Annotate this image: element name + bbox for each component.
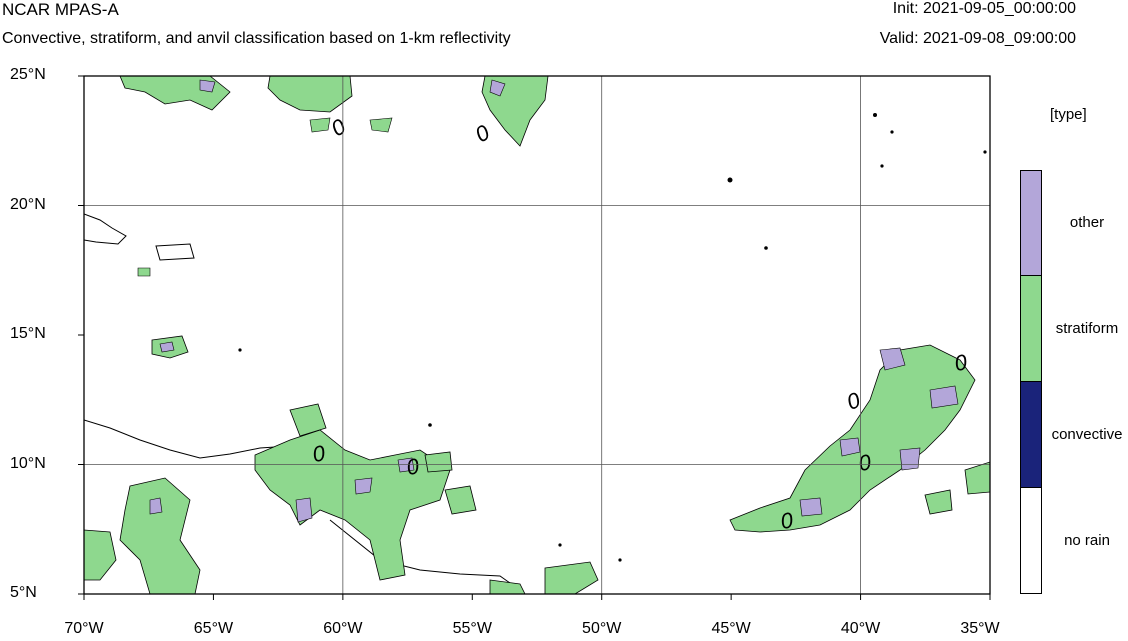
lon-tick-label: 40°W — [840, 620, 881, 637]
lat-tick-label: 5°N — [10, 584, 37, 601]
other-region — [489, 79, 506, 97]
lat-tick-label: 15°N — [10, 325, 46, 342]
stratiform-region — [964, 461, 990, 495]
legend-label-convective: convective — [1051, 426, 1123, 443]
stratiform-region — [489, 579, 526, 594]
stratiform-region — [309, 117, 331, 133]
lon-tick-label: 55°W — [452, 620, 492, 637]
stratiform-region — [119, 477, 201, 594]
precip-classification-field — [84, 76, 990, 594]
plot-subtitle: Convective, stratiform, and anvil classi… — [2, 30, 511, 47]
stratiform-region — [267, 76, 353, 113]
contour-label: 0 — [310, 440, 327, 467]
other-region — [354, 477, 373, 495]
lon-tick-label: 70°W — [64, 620, 104, 637]
isolated-cell — [983, 150, 987, 154]
other-region — [295, 497, 313, 523]
stratiform-region — [924, 489, 953, 515]
stratiform-region — [137, 267, 151, 277]
map-frame — [83, 75, 991, 595]
lat-tick-label: 25°N — [10, 66, 46, 83]
init-time: Init: 2021-09-05_00:00:00 — [892, 0, 1076, 17]
lon-tick-label: 60°W — [323, 620, 363, 637]
legend-swatch-no-rain — [1020, 488, 1042, 594]
contour-label: 0 — [952, 349, 969, 376]
stratiform-region — [424, 451, 453, 473]
other-region — [899, 447, 921, 471]
other-region — [149, 497, 163, 515]
stratiform-region — [84, 529, 117, 581]
other-region — [929, 385, 959, 409]
stratiform-region — [289, 403, 327, 437]
stratiform-region — [544, 561, 599, 594]
lon-tick-label: 45°W — [711, 620, 751, 637]
isolated-cell — [890, 130, 894, 134]
legend-swatch-other — [1020, 170, 1042, 276]
valid-time: Valid: 2021-09-08_09:00:00 — [879, 30, 1076, 47]
legend-title: [type] — [1050, 106, 1087, 123]
legend-swatch-stratiform — [1020, 276, 1042, 382]
axis-ticks — [78, 75, 991, 600]
isolated-cell — [880, 164, 884, 168]
contour-label: 0 — [404, 453, 421, 480]
isolated-cell — [558, 543, 562, 547]
other-region — [159, 341, 175, 353]
coastline — [84, 213, 127, 245]
legend-swatch-convective — [1020, 382, 1042, 488]
isolated-cell — [618, 558, 622, 562]
isolated-cell — [764, 246, 768, 250]
other-region — [397, 457, 415, 473]
stratiform-region — [254, 429, 451, 581]
stratiform-region — [369, 117, 393, 133]
map-gridlines — [84, 76, 990, 594]
lat-tick-label: 20°N — [10, 195, 46, 213]
coastline — [329, 519, 521, 591]
contour-label: 0 — [843, 387, 864, 415]
contour-label: 0 — [327, 113, 351, 141]
stratiform-region — [444, 485, 477, 515]
other-region — [199, 79, 216, 93]
lat-tick-label: 10°N — [10, 454, 46, 472]
other-region — [799, 497, 823, 517]
lon-tick-label: 50°W — [582, 620, 622, 637]
stratiform-region — [119, 76, 231, 111]
legend-label-stratiform: stratiform — [1055, 320, 1119, 337]
coastline — [155, 243, 195, 261]
legend-label-no-rain: no rain — [1064, 532, 1110, 549]
lon-tick-label: 65°W — [193, 620, 234, 637]
contour-label: 0 — [471, 119, 495, 147]
other-region — [879, 347, 906, 371]
contour-label: 0 — [778, 507, 795, 534]
isolated-cell — [873, 113, 877, 117]
lon-tick-label: 35°W — [960, 620, 1000, 637]
isolated-cell — [238, 348, 242, 352]
other-region — [839, 437, 861, 457]
isolated-cell — [727, 177, 733, 183]
legend-label-other: other — [1069, 214, 1105, 231]
plot-title: NCAR MPAS-A — [2, 0, 119, 19]
isolated-cell — [428, 423, 432, 427]
